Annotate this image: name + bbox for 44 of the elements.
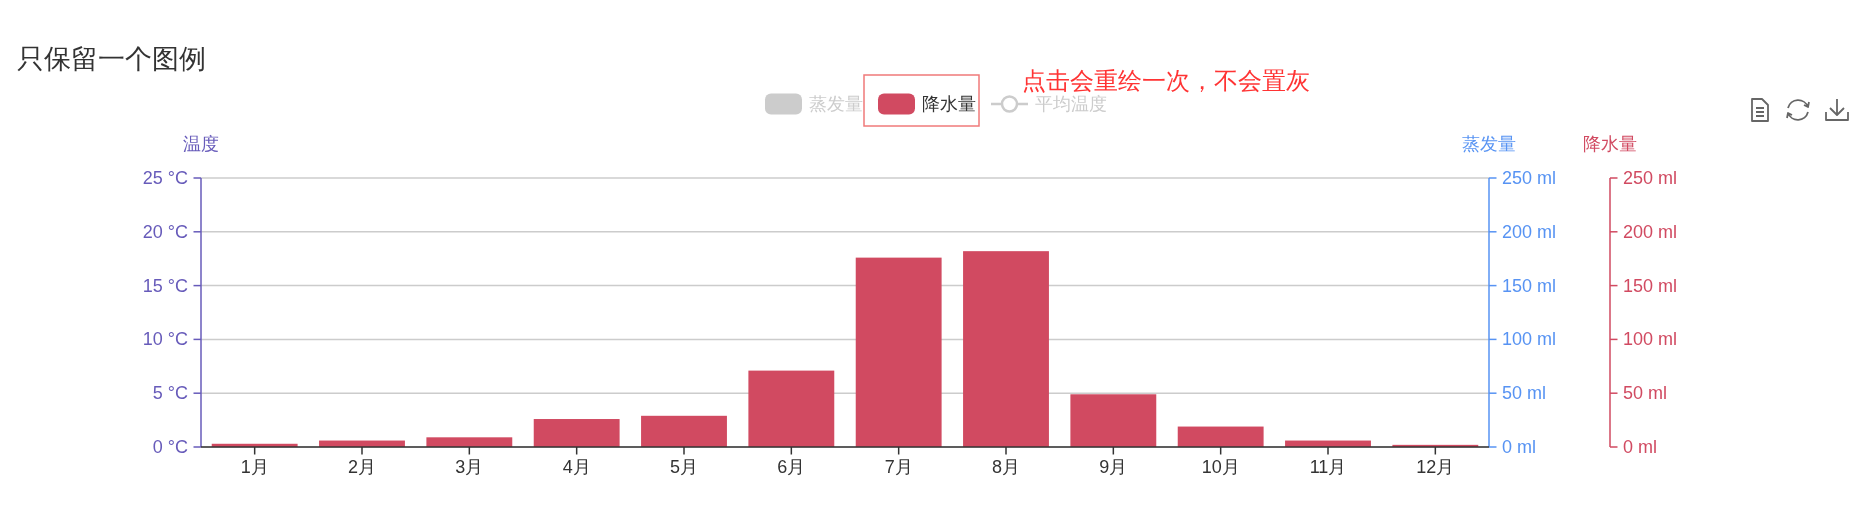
y2-tick-label: 150 ml (1502, 275, 1557, 296)
y-tick-label: 20 °C (142, 221, 188, 242)
x-tick-label: 6月 (777, 457, 806, 477)
y2-tick-label: 0 ml (1502, 437, 1537, 457)
x-tick-label: 3月 (455, 457, 484, 477)
y3-tick-label: 0 ml (1623, 437, 1658, 457)
y2-tick-label: 50 ml (1502, 383, 1547, 404)
y-tick-label: 10 °C (142, 329, 188, 350)
y2-tick-label: 250 ml (1502, 168, 1557, 188)
x-tick-label: 11月 (1309, 457, 1347, 477)
y-axis-title: 温度 (183, 134, 219, 154)
text: 点击会重绘一次，不会置灰 (1022, 66, 1310, 94)
y-tick-label: 5 °C (152, 383, 188, 404)
y3-tick-label: 150 ml (1623, 275, 1678, 296)
x-tick-label: 4月 (562, 457, 591, 477)
y3-tick-label: 200 ml (1623, 221, 1678, 242)
y3-tick-label: 100 ml (1623, 329, 1678, 350)
legend-label: 降水量 (922, 94, 976, 114)
bar (426, 437, 513, 447)
chart-title: 只保留一个图例 (17, 44, 206, 74)
y-tick-label: 0 °C (152, 437, 188, 457)
y-tick-label: 25 °C (142, 168, 188, 188)
bar (748, 370, 835, 447)
x-tick-label: 5月 (669, 457, 699, 477)
y2-tick-label: 100 ml (1502, 329, 1557, 350)
bar (855, 257, 942, 447)
x-tick-label: 9月 (1099, 457, 1128, 477)
x-tick-label: 7月 (884, 457, 913, 477)
bar (1070, 394, 1157, 447)
x-tick-label: 8月 (991, 457, 1021, 477)
y2-axis-title: 蒸发量 (1462, 134, 1516, 154)
bar (641, 415, 727, 447)
x-tick-label: 1月 (240, 457, 269, 477)
y3-axis-title: 降水量 (1583, 134, 1637, 154)
x-tick-label: 10月 (1201, 457, 1240, 477)
y2-tick-label: 200 ml (1502, 221, 1557, 242)
x-tick-label: 2月 (347, 457, 377, 477)
x-tick-label: 12月 (1416, 457, 1455, 477)
bar (533, 419, 620, 447)
bar (963, 251, 1049, 447)
y-tick-label: 15 °C (142, 275, 188, 296)
y3-tick-label: 250 ml (1623, 168, 1678, 188)
bar (1177, 426, 1264, 447)
y3-tick-label: 50 ml (1623, 383, 1668, 404)
